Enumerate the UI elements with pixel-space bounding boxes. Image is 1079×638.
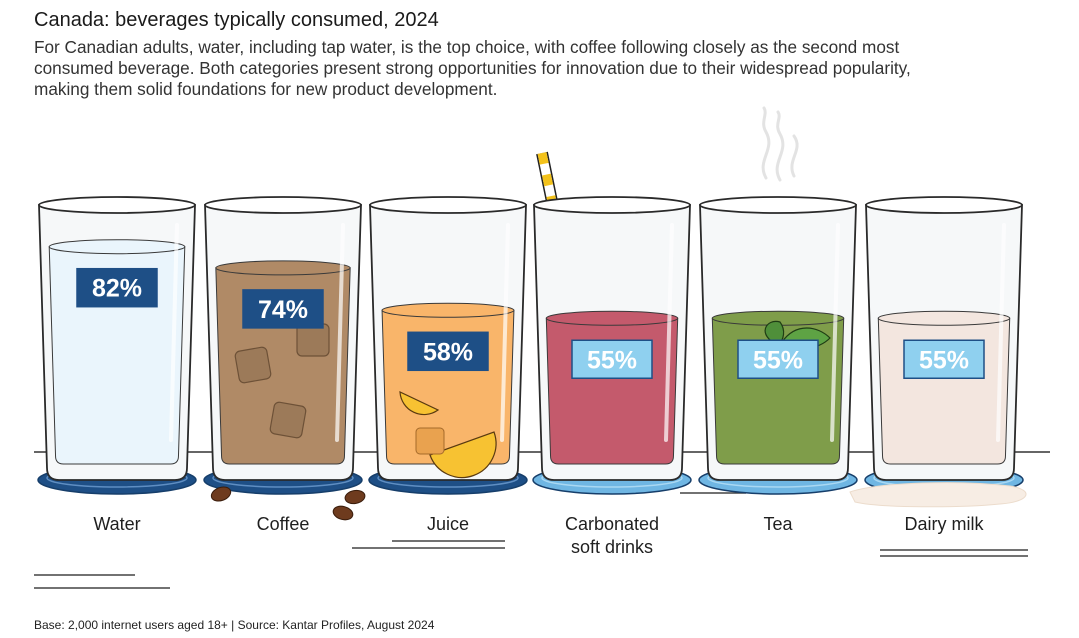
orange-slices [399, 391, 497, 479]
glass-tea: 55% Tea [698, 106, 858, 534]
steam-curl [775, 110, 785, 182]
glass-rim [699, 196, 857, 214]
glass-rim [38, 196, 196, 214]
glass-rim [865, 196, 1023, 214]
chart-subtitle: For Canadian adults, water, including ta… [34, 37, 911, 99]
category-label: Tea [763, 514, 793, 534]
steam-curl [761, 106, 771, 180]
coffee-bean [344, 489, 366, 505]
value-label-box [407, 331, 489, 372]
glasses-group: 82% Water 74% Coffee 58% Juice 55% Carbonated so… [37, 106, 1027, 557]
glass-highlight [335, 223, 345, 442]
ice-cube [415, 427, 445, 455]
orange-slice [429, 431, 497, 479]
glass-dairy-milk: 55% Dairy milk [864, 196, 1024, 534]
liquid-surface [545, 310, 679, 326]
category-label: soft drinks [571, 537, 653, 557]
glass-highlight [830, 223, 840, 442]
beverage-chart: 82% Water 74% Coffee 58% Juice 55% Carbonated so… [34, 106, 1050, 589]
liquid-surface [381, 302, 515, 318]
ice-cube [234, 346, 272, 384]
glass-water: 82% Water [37, 196, 197, 534]
glass-rim [369, 196, 527, 214]
value-label-box [242, 289, 324, 329]
value-label: 58% [423, 338, 473, 366]
glass-coffee: 74% Coffee [203, 196, 363, 534]
glass-highlight [664, 223, 674, 442]
value-label-box [571, 339, 653, 379]
glass-highlight [169, 223, 179, 442]
orange-slice [399, 391, 440, 416]
liquid-surface [215, 260, 351, 276]
value-label-box [903, 339, 985, 379]
source-note: Base: 2,000 internet users aged 18+ | So… [34, 618, 435, 632]
coffee-bean [332, 505, 354, 521]
value-label: 55% [753, 346, 803, 374]
steam [761, 106, 799, 182]
value-label-box [76, 267, 158, 308]
value-label-box [737, 339, 819, 379]
category-label: Carbonated [565, 514, 659, 534]
glass-rim [533, 196, 691, 214]
ice-cube [296, 323, 330, 357]
chart-title: Canada: beverages typically consumed, 20… [34, 9, 439, 31]
glass-juice: 58% Juice [368, 196, 528, 534]
value-label: 74% [258, 296, 308, 324]
glass-carbonated-soft-drinks: 55% Carbonated soft drinks [532, 151, 692, 557]
glass-highlight [500, 223, 510, 442]
value-label: 55% [919, 346, 969, 374]
steam-curl [790, 134, 799, 178]
milk-spill [849, 482, 1027, 508]
category-label: Juice [427, 514, 469, 534]
value-label: 55% [587, 346, 637, 374]
category-label: Dairy milk [905, 514, 985, 534]
mint-leaf [764, 320, 785, 346]
glass-rim [204, 196, 362, 214]
coffee-bean [210, 486, 232, 502]
ice-cube [269, 401, 307, 439]
value-label: 82% [92, 275, 142, 303]
coffee-beans [210, 486, 366, 521]
glass-highlight [996, 223, 1006, 442]
category-label: Coffee [257, 514, 310, 534]
category-label: Water [93, 514, 140, 534]
liquid-surface [877, 310, 1011, 326]
liquid-surface [48, 239, 186, 255]
